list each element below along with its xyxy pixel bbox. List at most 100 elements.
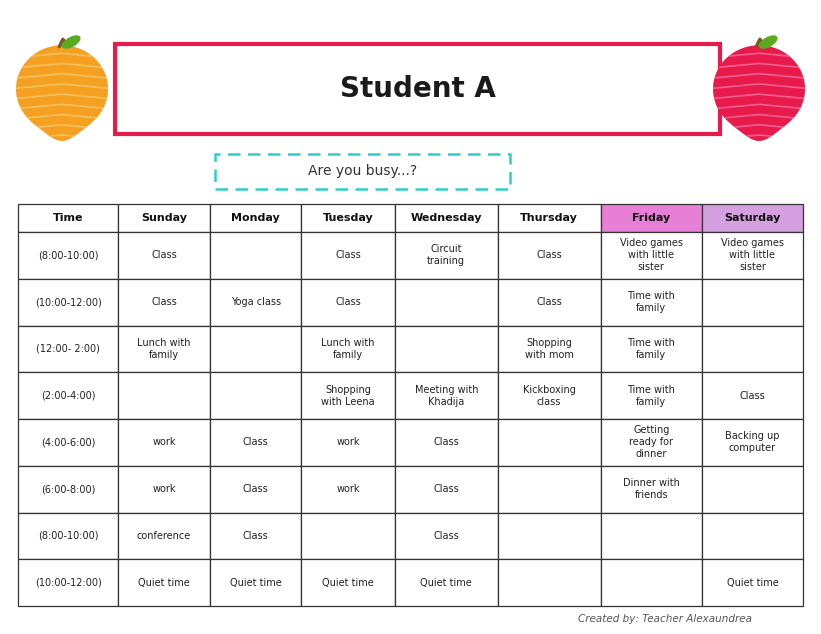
Bar (395, 512, 498, 559)
Bar (210, 204, 301, 232)
Text: Backing up
computer: Backing up computer (725, 431, 780, 453)
Text: Lunch with
family: Lunch with family (321, 338, 375, 360)
Bar (18, 372, 118, 419)
Text: Quiet time: Quiet time (727, 578, 778, 588)
Bar (601, 279, 702, 325)
Text: Class: Class (243, 531, 268, 541)
Bar (118, 325, 210, 372)
Bar (601, 325, 702, 372)
Text: Class: Class (433, 531, 459, 541)
Bar (301, 232, 395, 279)
Bar (601, 419, 702, 466)
Text: Time: Time (53, 213, 84, 223)
Bar (498, 232, 601, 279)
PathPatch shape (16, 45, 108, 141)
Text: Class: Class (151, 297, 177, 307)
Bar (210, 372, 301, 419)
Bar (301, 372, 395, 419)
Text: Saturday: Saturday (724, 213, 781, 223)
Bar (301, 559, 395, 606)
Bar (601, 512, 702, 559)
Text: Wednesday: Wednesday (410, 213, 482, 223)
Bar (498, 466, 601, 512)
Bar (702, 372, 803, 419)
Bar (118, 512, 210, 559)
Text: Yoga class: Yoga class (231, 297, 281, 307)
Bar (118, 204, 210, 232)
Text: Meeting with
Khadija: Meeting with Khadija (415, 385, 478, 406)
Bar (498, 204, 601, 232)
Bar (601, 466, 702, 512)
Text: Monday: Monday (232, 213, 280, 223)
Bar (18, 559, 118, 606)
Text: Student A: Student A (340, 75, 495, 103)
Bar (118, 466, 210, 512)
Bar (301, 204, 395, 232)
Text: Quiet time: Quiet time (420, 578, 472, 588)
Text: Dinner with
friends: Dinner with friends (623, 478, 680, 500)
Bar (601, 559, 702, 606)
Bar (395, 372, 498, 419)
Text: Created by: Teacher Alexaundrea: Created by: Teacher Alexaundrea (578, 614, 752, 624)
Text: (8:00-10:00): (8:00-10:00) (38, 250, 99, 261)
Text: Thursday: Thursday (521, 213, 578, 223)
Text: Class: Class (536, 250, 562, 261)
Bar (395, 325, 498, 372)
Ellipse shape (759, 36, 777, 49)
Text: Class: Class (335, 297, 361, 307)
Text: Video games
with little
sister: Video games with little sister (721, 238, 784, 273)
Text: (10:00-12:00): (10:00-12:00) (34, 297, 102, 307)
Text: work: work (337, 484, 360, 494)
Bar (18, 204, 118, 232)
Bar (498, 372, 601, 419)
Bar (498, 559, 601, 606)
Bar (395, 279, 498, 325)
Text: Shopping
with Leena: Shopping with Leena (321, 385, 375, 406)
Bar (18, 279, 118, 325)
Text: (4:00-6:00): (4:00-6:00) (41, 437, 95, 448)
Bar (118, 372, 210, 419)
Text: work: work (153, 437, 176, 448)
Text: Friday: Friday (632, 213, 671, 223)
Text: Quiet time: Quiet time (138, 578, 190, 588)
Bar (210, 279, 301, 325)
Bar (210, 559, 301, 606)
Bar (301, 466, 395, 512)
Text: Are you busy...?: Are you busy...? (308, 164, 417, 179)
Text: Circuit
training: Circuit training (427, 244, 466, 266)
Bar (395, 466, 498, 512)
Ellipse shape (62, 36, 80, 49)
Bar (118, 279, 210, 325)
Text: Class: Class (536, 297, 562, 307)
Bar (498, 325, 601, 372)
Bar (18, 512, 118, 559)
Bar (702, 325, 803, 372)
Text: Class: Class (243, 437, 268, 448)
Text: (8:00-10:00): (8:00-10:00) (38, 531, 99, 541)
Bar (702, 559, 803, 606)
Bar (118, 419, 210, 466)
Bar (301, 419, 395, 466)
Bar (498, 512, 601, 559)
Text: Class: Class (433, 437, 459, 448)
Bar (702, 204, 803, 232)
Text: Getting
ready for
dinner: Getting ready for dinner (629, 425, 673, 460)
Text: Quiet time: Quiet time (230, 578, 282, 588)
Text: Sunday: Sunday (141, 213, 187, 223)
Bar (395, 559, 498, 606)
Bar (301, 325, 395, 372)
Bar (702, 232, 803, 279)
Text: work: work (337, 437, 360, 448)
Text: Lunch with
family: Lunch with family (137, 338, 190, 360)
Bar (18, 419, 118, 466)
Bar (18, 232, 118, 279)
Bar (702, 512, 803, 559)
Text: Time with
family: Time with family (627, 338, 675, 360)
Bar (395, 419, 498, 466)
Bar (210, 325, 301, 372)
Bar (210, 466, 301, 512)
PathPatch shape (713, 45, 805, 141)
Bar (601, 372, 702, 419)
Text: Video games
with little
sister: Video games with little sister (620, 238, 683, 273)
Text: work: work (153, 484, 176, 494)
